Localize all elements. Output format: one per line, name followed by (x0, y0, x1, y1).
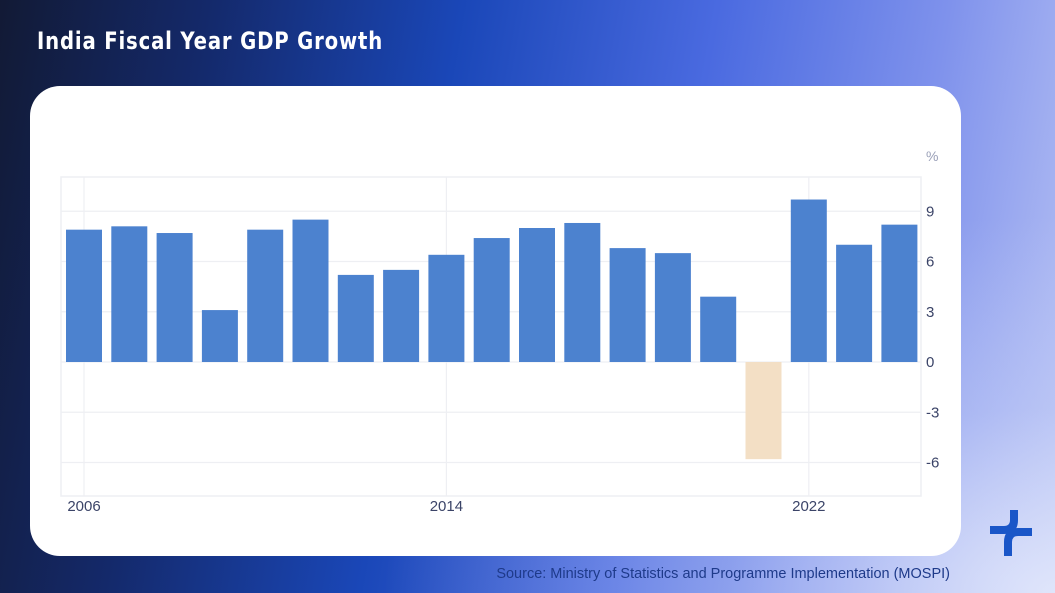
bar-2023[interactable] (836, 244, 873, 362)
page-title: India Fiscal Year GDP Growth (37, 27, 384, 55)
bar-2006[interactable] (66, 229, 102, 362)
bar-2013[interactable] (383, 269, 420, 362)
y-tick-label: 0 (926, 354, 934, 371)
bar-2012[interactable] (337, 274, 374, 362)
bar-2017[interactable] (564, 222, 601, 362)
y-tick-label: -6 (926, 455, 939, 472)
bar-2020[interactable] (700, 296, 737, 362)
bar-2009[interactable] (201, 310, 238, 362)
bar-2015[interactable] (473, 238, 510, 362)
y-tick-label: 3 (926, 304, 934, 321)
bar-2016[interactable] (519, 228, 555, 362)
x-tick-label: 2014 (430, 498, 463, 515)
x-tick-label: 2006 (67, 498, 100, 515)
bar-2008[interactable] (156, 233, 193, 362)
x-tick-label: 2022 (792, 498, 825, 515)
bar-2021[interactable] (745, 362, 782, 460)
bar-2014[interactable] (428, 254, 465, 362)
y-tick-label: 9 (926, 203, 934, 220)
source-note: Source: Ministry of Statistics and Progr… (496, 566, 950, 582)
bar-2010[interactable] (247, 229, 284, 362)
bar-2007[interactable] (111, 226, 148, 362)
bar-2022[interactable] (790, 199, 827, 362)
bar-2018[interactable] (609, 248, 646, 362)
y-tick-label: -3 (926, 404, 939, 421)
y-tick-label: 6 (926, 254, 934, 271)
bar-2011[interactable] (292, 219, 329, 362)
bar-2019[interactable] (654, 253, 691, 362)
label-layer: 9 6 3 0 -3 -6% 2006 2014 2022 (67, 148, 939, 515)
bar-2024[interactable] (881, 224, 918, 362)
plot-frame (60, 176, 922, 497)
y-unit-label: % (926, 148, 938, 164)
bar-layer (66, 199, 918, 460)
brand-logo-icon (990, 510, 1032, 556)
